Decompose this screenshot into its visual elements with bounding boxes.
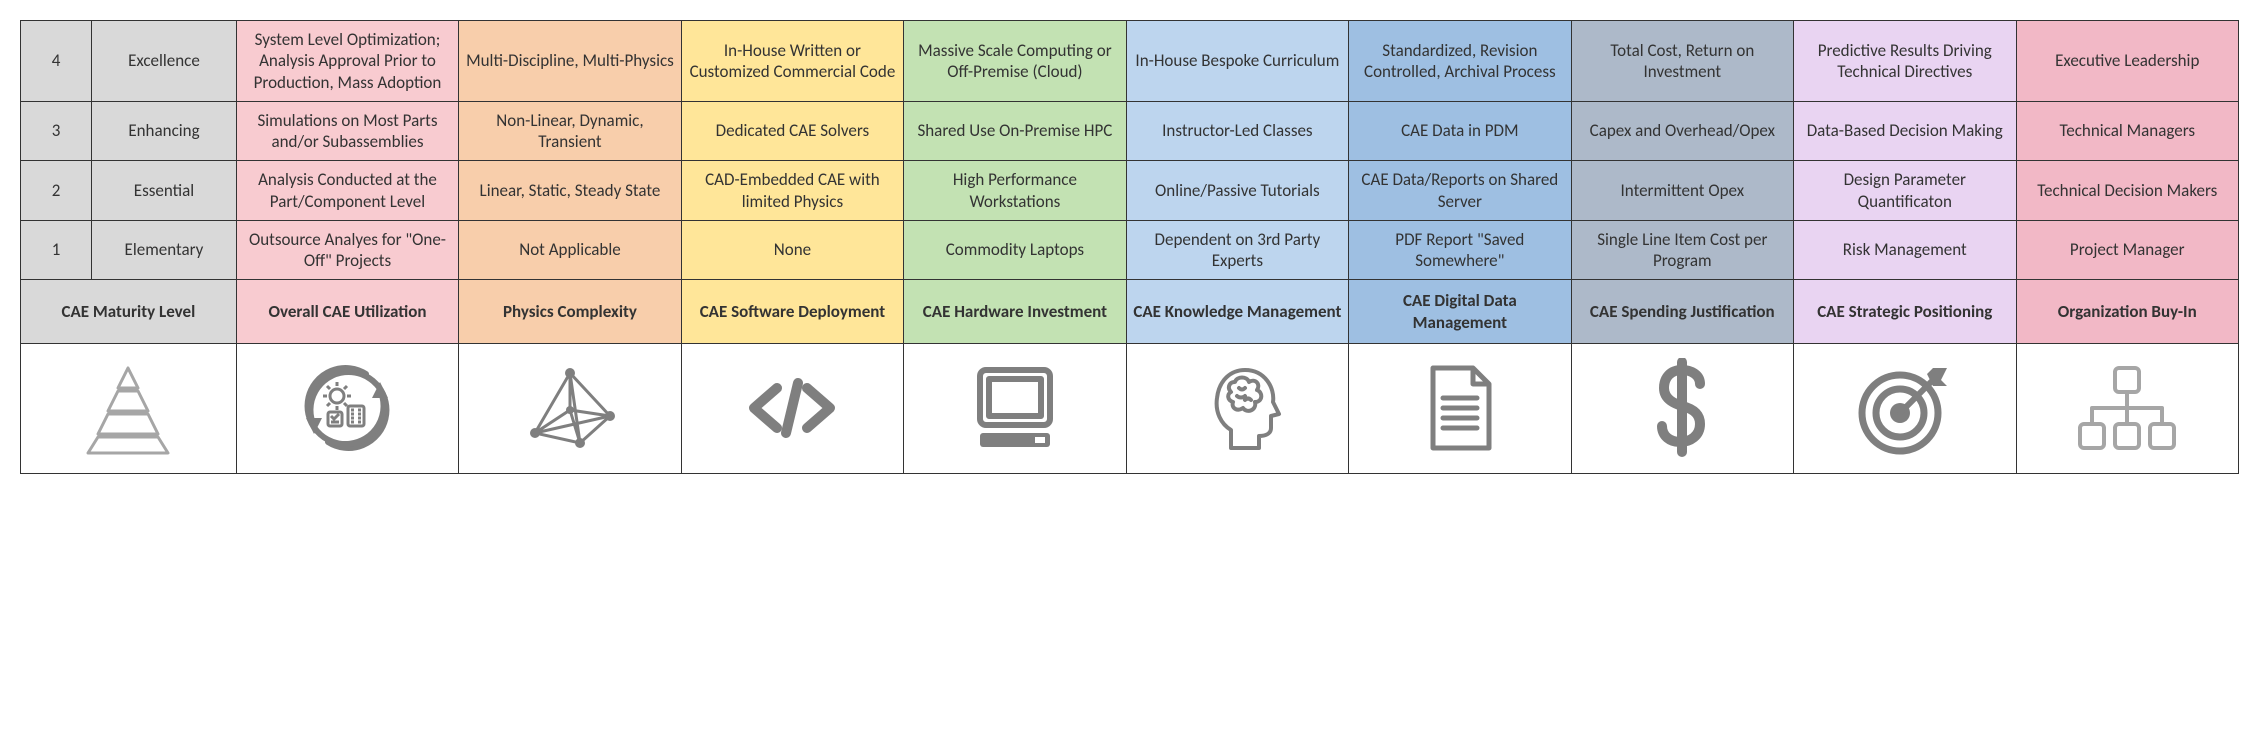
- header-data: CAE Digital Data Management: [1349, 280, 1571, 344]
- cell-buyin: Project Manager: [2016, 220, 2239, 280]
- icon-cell-spending: [1571, 343, 1793, 473]
- header-knowledge: CAE Knowledge Management: [1126, 280, 1348, 344]
- level-name: Elementary: [92, 220, 237, 280]
- level-number: 2: [21, 161, 92, 221]
- cell-data: PDF Report "Saved Somewhere": [1349, 220, 1571, 280]
- level-number: 4: [21, 21, 92, 102]
- cell-physics: Not Applicable: [459, 220, 681, 280]
- cell-physics: Linear, Static, Steady State: [459, 161, 681, 221]
- icon-cell-knowledge: [1126, 343, 1348, 473]
- cell-hardware: Commodity Laptops: [904, 220, 1126, 280]
- cell-knowledge: Instructor-Led Classes: [1126, 101, 1348, 161]
- cell-buyin: Technical Managers: [2016, 101, 2239, 161]
- level-row: 4ExcellenceSystem Level Optimization; An…: [21, 21, 2239, 102]
- cell-utilization: Outsource Analyes for "One-Off" Projects: [236, 220, 458, 280]
- code-icon: [742, 358, 842, 458]
- header-row: CAE Maturity LevelOverall CAE Utilizatio…: [21, 280, 2239, 344]
- icon-cell-data: [1349, 343, 1571, 473]
- cell-strategic: Design Parameter Quantificaton: [1794, 161, 2016, 221]
- target-icon: [1855, 358, 1955, 458]
- dollar-icon: [1642, 358, 1722, 458]
- cell-software: None: [681, 220, 903, 280]
- level-row: 2EssentialAnalysis Conducted at the Part…: [21, 161, 2239, 221]
- cell-spending: Total Cost, Return on Investment: [1571, 21, 1793, 102]
- cell-strategic: Risk Management: [1794, 220, 2016, 280]
- header-spending: CAE Spending Justification: [1571, 280, 1793, 344]
- cell-software: In-House Written or Customized Commercia…: [681, 21, 903, 102]
- cell-data: CAE Data/Reports on Shared Server: [1349, 161, 1571, 221]
- level-row: 3EnhancingSimulations on Most Parts and/…: [21, 101, 2239, 161]
- cell-utilization: Analysis Conducted at the Part/Component…: [236, 161, 458, 221]
- document-icon: [1415, 358, 1505, 458]
- icon-cell-utilization: [236, 343, 458, 473]
- mesh-icon: [515, 358, 625, 458]
- cell-strategic: Predictive Results Driving Technical Dir…: [1794, 21, 2016, 102]
- cell-knowledge: Dependent on 3rd Party Experts: [1126, 220, 1348, 280]
- level-name: Enhancing: [92, 101, 237, 161]
- orgchart-icon: [2072, 358, 2182, 458]
- cell-spending: Intermittent Opex: [1571, 161, 1793, 221]
- cell-hardware: Massive Scale Computing or Off-Premise (…: [904, 21, 1126, 102]
- level-number: 3: [21, 101, 92, 161]
- header-strategic: CAE Strategic Positioning: [1794, 280, 2016, 344]
- header-buyin: Organization Buy-In: [2016, 280, 2239, 344]
- computer-icon: [965, 358, 1065, 458]
- cell-physics: Multi-Discipline, Multi-Physics: [459, 21, 681, 102]
- pyramid-icon: [78, 358, 178, 458]
- level-name: Essential: [92, 161, 237, 221]
- header-physics: Physics Complexity: [459, 280, 681, 344]
- header-software: CAE Software Deployment: [681, 280, 903, 344]
- cell-buyin: Technical Decision Makers: [2016, 161, 2239, 221]
- icon-cell-strategic: [1794, 343, 2016, 473]
- cell-software: Dedicated CAE Solvers: [681, 101, 903, 161]
- maturity-header: CAE Maturity Level: [21, 280, 237, 344]
- cell-data: CAE Data in PDM: [1349, 101, 1571, 161]
- cell-hardware: High Performance Workstations: [904, 161, 1126, 221]
- cell-buyin: Executive Leadership: [2016, 21, 2239, 102]
- header-hardware: CAE Hardware Investment: [904, 280, 1126, 344]
- icon-cell-physics: [459, 343, 681, 473]
- cell-data: Standardized, Revision Controlled, Archi…: [1349, 21, 1571, 102]
- icon-cell-software: [681, 343, 903, 473]
- cell-strategic: Data-Based Decision Making: [1794, 101, 2016, 161]
- cell-hardware: Shared Use On-Premise HPC: [904, 101, 1126, 161]
- icon-row: [21, 343, 2239, 473]
- cell-software: CAD-Embedded CAE with limited Physics: [681, 161, 903, 221]
- cae-maturity-table: 4ExcellenceSystem Level Optimization; An…: [20, 20, 2239, 474]
- cell-knowledge: In-House Bespoke Curriculum: [1126, 21, 1348, 102]
- cycle-icon: [292, 358, 402, 458]
- icon-cell-maturity: [21, 343, 237, 473]
- cell-spending: Capex and Overhead/Opex: [1571, 101, 1793, 161]
- cell-utilization: System Level Optimization; Analysis Appr…: [236, 21, 458, 102]
- cell-spending: Single Line Item Cost per Program: [1571, 220, 1793, 280]
- brain-icon: [1187, 358, 1287, 458]
- cell-physics: Non-Linear, Dynamic, Transient: [459, 101, 681, 161]
- cell-utilization: Simulations on Most Parts and/or Subasse…: [236, 101, 458, 161]
- level-row: 1ElementaryOutsource Analyes for "One-Of…: [21, 220, 2239, 280]
- header-utilization: Overall CAE Utilization: [236, 280, 458, 344]
- cell-knowledge: Online/Passive Tutorials: [1126, 161, 1348, 221]
- icon-cell-hardware: [904, 343, 1126, 473]
- level-name: Excellence: [92, 21, 237, 102]
- level-number: 1: [21, 220, 92, 280]
- icon-cell-buyin: [2016, 343, 2239, 473]
